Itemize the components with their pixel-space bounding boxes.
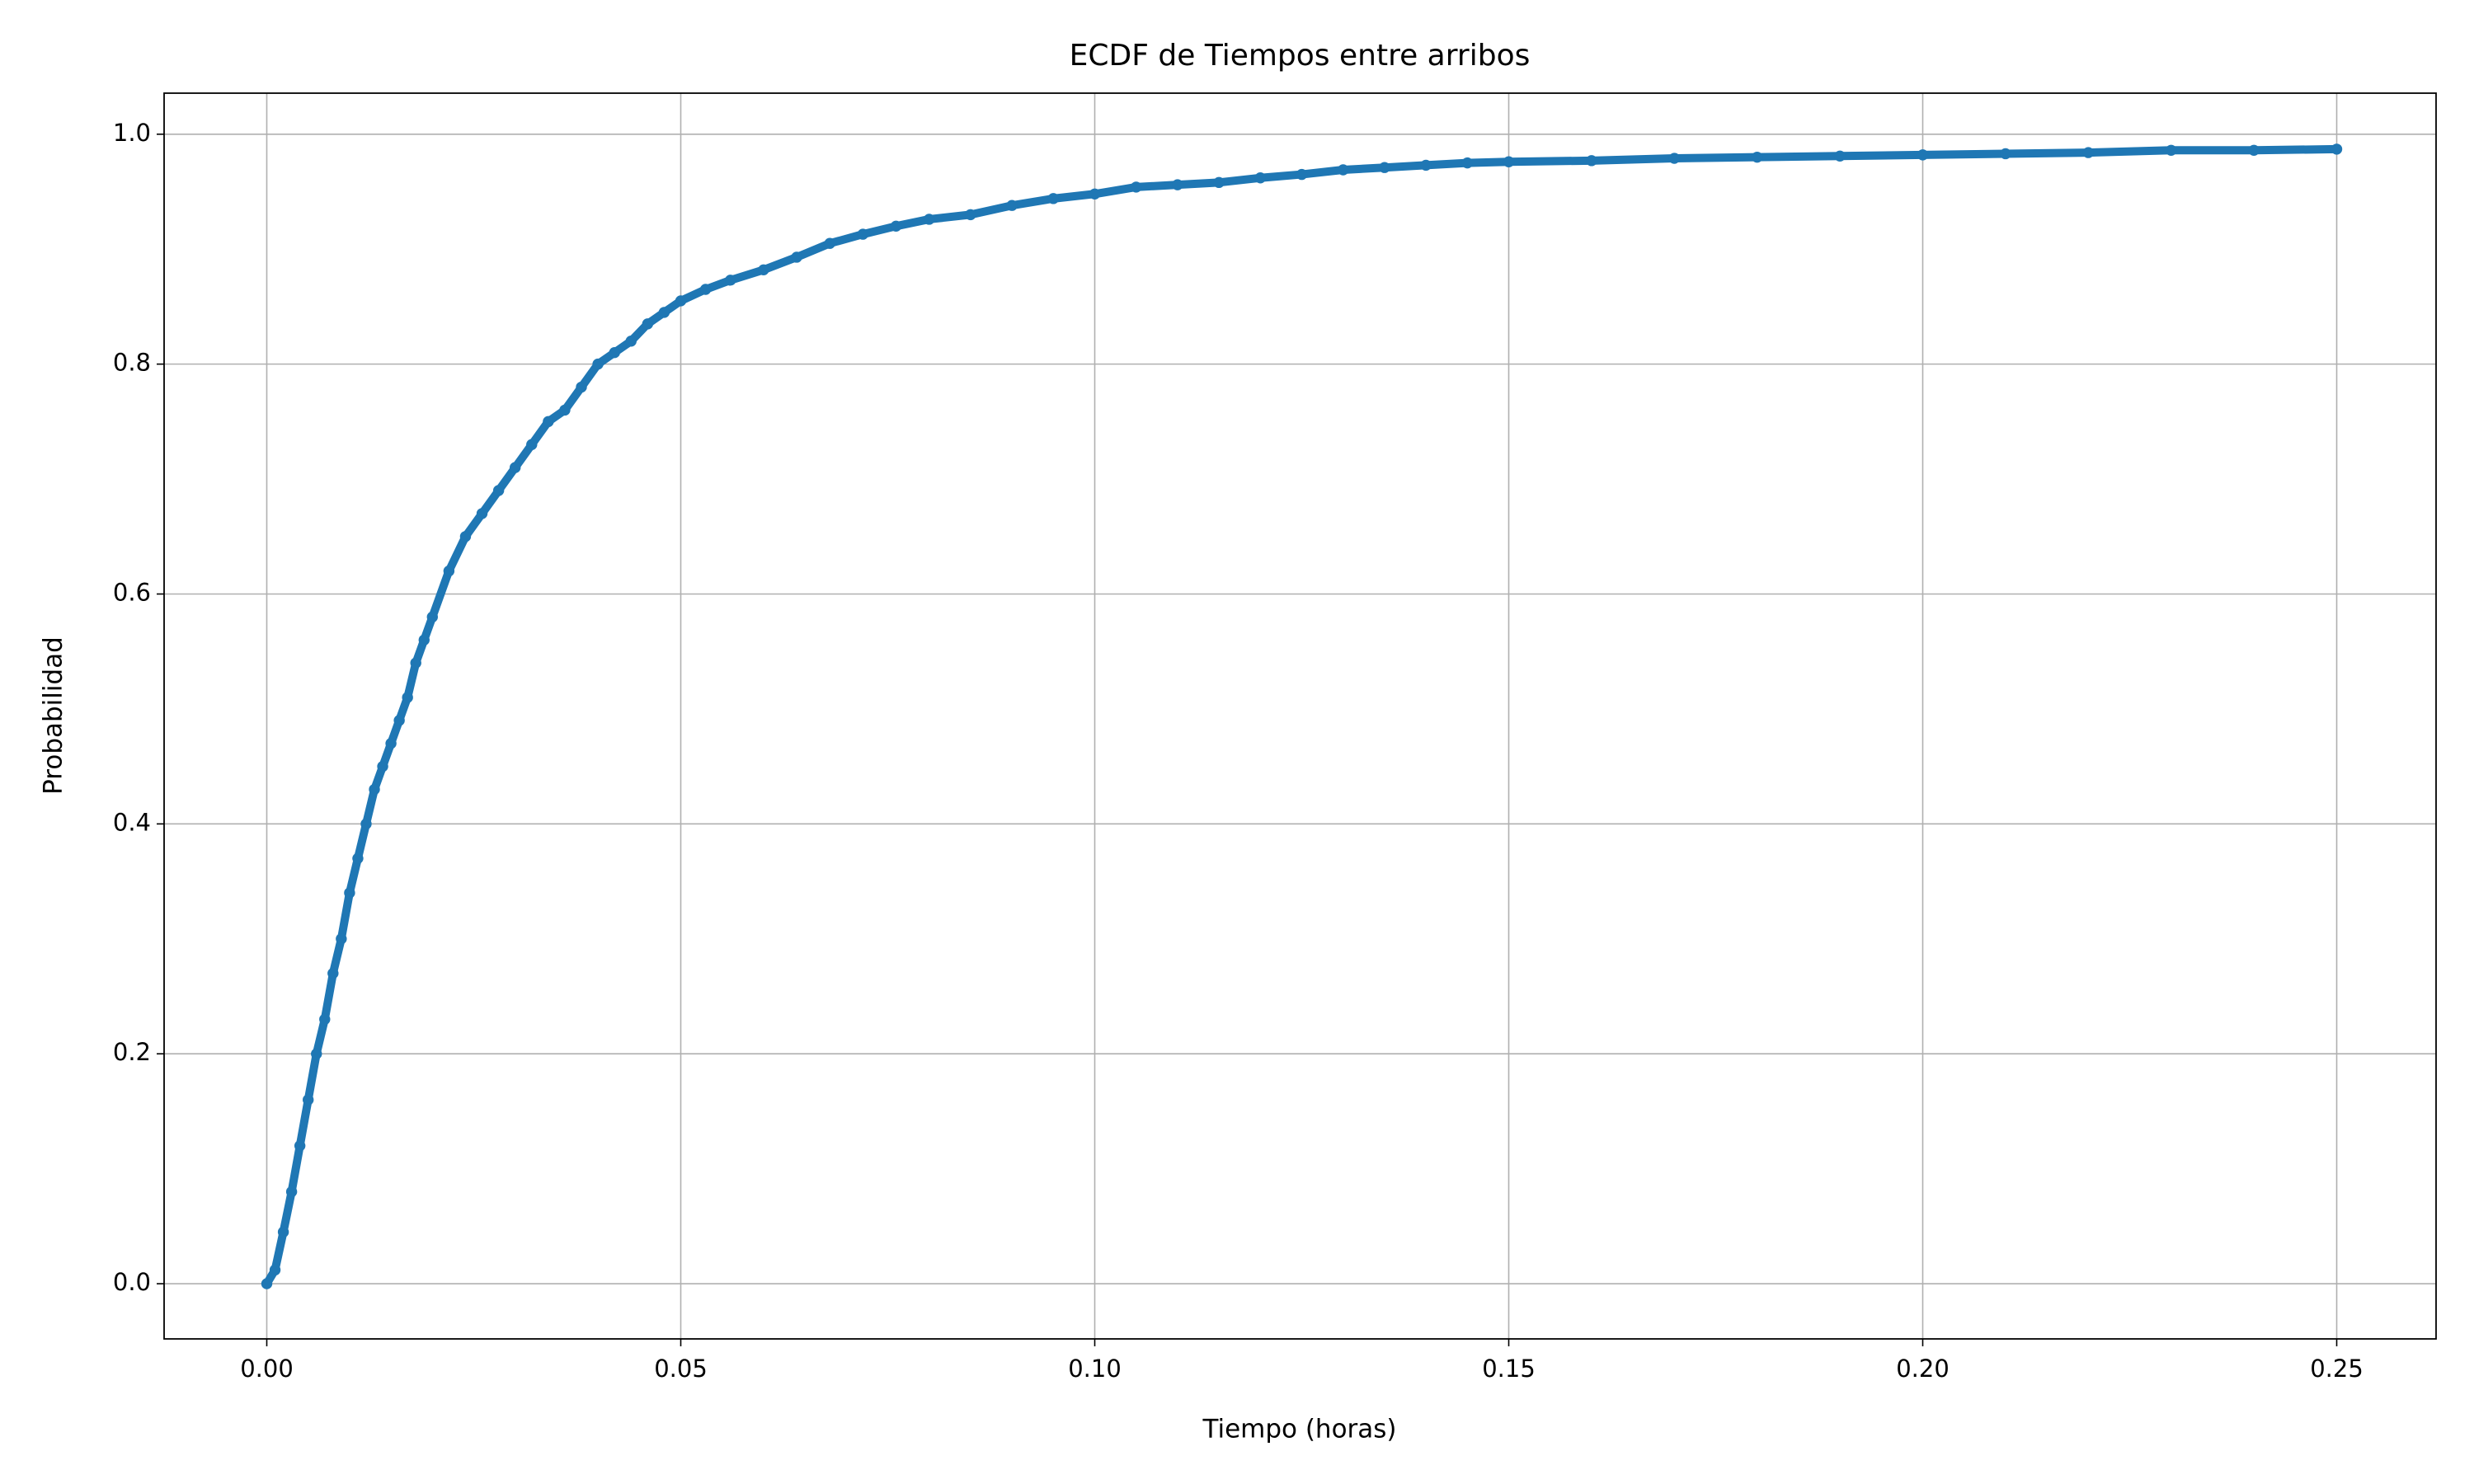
data-point <box>857 228 869 240</box>
data-point <box>658 307 670 318</box>
data-point <box>352 852 364 864</box>
data-point <box>311 1048 322 1059</box>
data-point <box>294 1140 306 1152</box>
data-point <box>360 818 372 830</box>
y-tick-label: 0.0 <box>113 1268 151 1296</box>
data-point <box>758 264 769 276</box>
data-point <box>1917 149 1929 161</box>
data-point <box>642 318 654 330</box>
x-tick-label: 0.20 <box>1896 1355 1950 1383</box>
data-point <box>319 1013 331 1026</box>
ecdf-line <box>262 144 2341 1289</box>
data-point <box>1213 176 1225 189</box>
data-point <box>1752 151 1763 163</box>
y-tick-label: 0.2 <box>113 1038 151 1066</box>
data-point <box>377 760 388 773</box>
data-point <box>965 209 976 221</box>
data-point <box>1296 168 1308 181</box>
data-point <box>402 692 413 703</box>
data-point <box>344 887 355 899</box>
data-point <box>1254 172 1267 184</box>
data-point <box>1586 155 1597 167</box>
x-tick-label: 0.25 <box>2310 1355 2363 1383</box>
data-point <box>526 439 538 450</box>
data-point <box>592 358 604 370</box>
x-tick-label: 0.15 <box>1482 1355 1536 1383</box>
data-point <box>2166 144 2177 156</box>
data-point <box>1668 153 1681 164</box>
data-point <box>385 738 397 749</box>
data-point <box>459 531 472 542</box>
data-point <box>543 416 554 428</box>
data-point <box>699 284 712 295</box>
x-axis-label: Tiempo (horas) <box>1202 1415 1396 1444</box>
data-point <box>791 251 802 263</box>
data-point <box>1338 164 1349 176</box>
data-point <box>1172 179 1183 190</box>
data-point <box>609 346 620 359</box>
data-point <box>1047 193 1060 204</box>
data-point <box>2082 147 2095 158</box>
data-point <box>1834 150 1846 162</box>
data-point <box>1379 162 1390 173</box>
data-point <box>327 967 339 979</box>
data-point <box>443 565 455 577</box>
data-point <box>369 783 380 796</box>
y-tick-label: 0.4 <box>113 808 151 836</box>
data-point <box>2331 143 2343 155</box>
data-point <box>1420 159 1432 171</box>
data-point <box>1089 188 1101 200</box>
data-point <box>492 485 505 496</box>
data-point <box>336 933 347 945</box>
y-tick-label: 0.6 <box>113 578 151 606</box>
data-point <box>1006 200 1018 211</box>
data-point <box>277 1226 289 1238</box>
data-point <box>924 214 935 225</box>
data-point <box>261 1278 273 1289</box>
data-point <box>302 1094 314 1106</box>
data-point <box>890 220 902 232</box>
data-point <box>1131 181 1142 193</box>
data-point <box>2248 144 2260 156</box>
data-point <box>725 275 736 286</box>
data-point <box>1503 156 1515 167</box>
data-point <box>269 1264 281 1276</box>
data-point <box>559 404 571 416</box>
x-tick-label: 0.10 <box>1068 1355 1122 1383</box>
data-point <box>410 657 421 669</box>
data-point <box>2000 148 2011 160</box>
axes-frame <box>163 92 2437 1340</box>
data-point <box>476 508 488 519</box>
data-point <box>675 295 687 307</box>
data-point <box>1461 157 1474 169</box>
y-tick-label: 0.8 <box>113 349 151 377</box>
y-tick-label: 1.0 <box>113 119 151 147</box>
data-point <box>418 634 430 646</box>
chart-title: ECDF de Tiempos entre arribos <box>1070 39 1531 73</box>
x-tick-label: 0.00 <box>240 1355 294 1383</box>
data-point <box>393 715 405 726</box>
data-point <box>625 336 637 347</box>
data-point <box>426 611 438 623</box>
data-point <box>824 237 835 249</box>
data-point <box>285 1186 298 1198</box>
data-point <box>509 462 521 473</box>
x-tick-label: 0.05 <box>654 1355 708 1383</box>
y-axis-label: Probabilidad <box>39 636 68 795</box>
data-point <box>576 381 587 393</box>
